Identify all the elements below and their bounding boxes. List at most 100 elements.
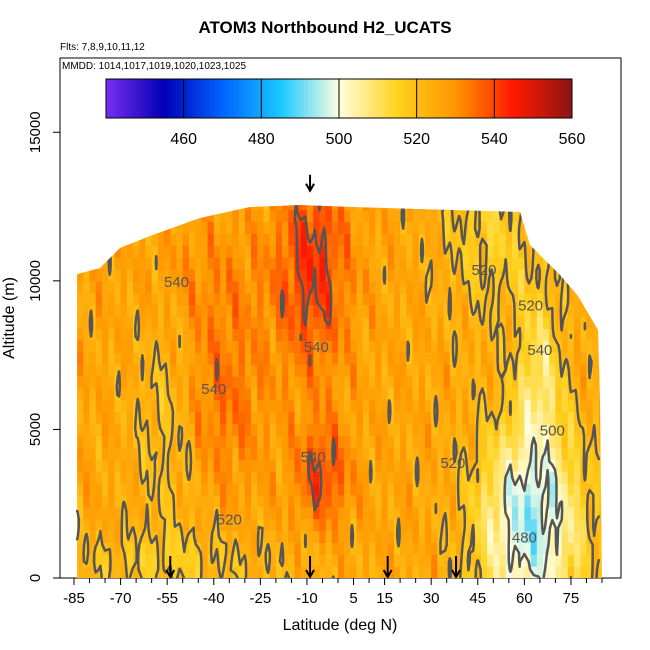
heatmap-cell (300, 399, 308, 413)
heatmap-cell (567, 304, 575, 318)
colorbar-strip (168, 79, 173, 118)
heatmap-cell (344, 304, 351, 318)
heatmap-cell (269, 221, 277, 234)
heatmap-cell (188, 364, 196, 377)
heatmap-cell (511, 245, 519, 258)
heatmap-cell (480, 518, 488, 532)
heatmap-cell (400, 506, 407, 520)
heatmap-cell (176, 269, 184, 282)
heatmap-cell (425, 304, 432, 318)
heatmap-cell (586, 316, 594, 329)
heatmap-cell (400, 482, 407, 496)
heatmap-cell (120, 328, 128, 341)
heatmap-cell (375, 292, 383, 306)
heatmap-cell (536, 316, 544, 329)
heatmap-cell (157, 269, 165, 282)
heatmap-cell (275, 269, 283, 282)
heatmap-cell (126, 387, 134, 401)
heatmap-cell (164, 518, 171, 532)
heatmap-cell (319, 399, 327, 413)
heatmap-cell (474, 269, 482, 282)
colorbar-strip (393, 79, 398, 118)
heatmap-cell (418, 387, 426, 401)
heatmap-cell (375, 566, 383, 578)
heatmap-cell (412, 209, 420, 222)
heatmap-cell (89, 471, 97, 484)
heatmap-cell (567, 375, 575, 389)
heatmap-cell (356, 233, 364, 246)
heatmap-cell (356, 518, 364, 532)
heatmap-cell (369, 435, 376, 448)
heatmap-cell (95, 340, 103, 353)
heatmap-cell (288, 566, 296, 578)
heatmap-cell (331, 494, 339, 508)
heatmap-cell (188, 352, 196, 365)
heatmap-cell (480, 554, 488, 567)
heatmap-cell (387, 494, 395, 508)
heatmap-cell (108, 530, 115, 543)
colorbar-strip (373, 79, 379, 118)
heatmap-cell (201, 375, 209, 389)
heatmap-cell (524, 411, 532, 425)
heatmap-cell (387, 221, 395, 234)
heatmap-cell (555, 411, 563, 425)
heatmap-cell (275, 423, 283, 436)
heatmap-cell (126, 566, 134, 578)
heatmap-cell (487, 257, 494, 270)
heatmap-cell (462, 280, 469, 294)
heatmap-cell (356, 316, 364, 329)
heatmap-cell (126, 280, 134, 294)
heatmap-cell (102, 328, 109, 341)
heatmap-cell (257, 399, 264, 413)
heatmap-cell (567, 316, 575, 329)
colorbar-strip (544, 79, 550, 118)
heatmap-cell (77, 518, 84, 532)
heatmap-cell (77, 280, 84, 294)
heatmap-cell (95, 459, 103, 472)
heatmap-cell (499, 506, 507, 520)
heatmap-cell (213, 209, 221, 222)
heatmap-cell (387, 482, 395, 496)
heatmap-cell (468, 257, 476, 270)
heatmap-cell (89, 459, 97, 472)
heatmap-cell (499, 482, 507, 496)
heatmap-cell (89, 375, 97, 389)
heatmap-cell (108, 542, 115, 555)
heatmap-cell (369, 328, 376, 341)
heatmap-cell (176, 387, 184, 401)
heatmap-cell (313, 482, 320, 496)
heatmap-cell (77, 554, 84, 567)
heatmap-cell (468, 471, 476, 484)
heatmap-cell (499, 459, 507, 472)
heatmap-cell (89, 482, 97, 496)
heatmap-cell (251, 352, 258, 365)
colorbar-strip (284, 79, 290, 118)
heatmap-cell (580, 364, 588, 377)
heatmap-cell (232, 399, 240, 413)
heatmap-cell (244, 375, 252, 389)
heatmap-cell (114, 245, 122, 258)
heatmap-cell (139, 399, 146, 413)
heatmap-cell (114, 340, 122, 353)
heatmap-cell (406, 352, 414, 365)
heatmap-cell (524, 447, 532, 460)
heatmap-cell (325, 566, 333, 578)
heatmap-cell (300, 411, 308, 425)
heatmap-cell (406, 459, 414, 472)
heatmap-cell (400, 292, 407, 306)
heatmap-cell (369, 518, 376, 532)
colorbar-strip (280, 79, 286, 118)
heatmap-cell (400, 411, 407, 425)
heatmap-cell (338, 233, 345, 246)
heatmap-cell (313, 387, 320, 401)
colorbar-strip (447, 79, 453, 118)
colorbar-strip (548, 79, 554, 118)
heatmap-cell (201, 542, 209, 555)
heatmap-cell (251, 304, 258, 318)
heatmap-cell (474, 316, 482, 329)
colorbar-strip (552, 79, 557, 118)
heatmap-cell (288, 554, 296, 567)
heatmap-cell (157, 530, 165, 543)
heatmap-cell (282, 280, 289, 294)
